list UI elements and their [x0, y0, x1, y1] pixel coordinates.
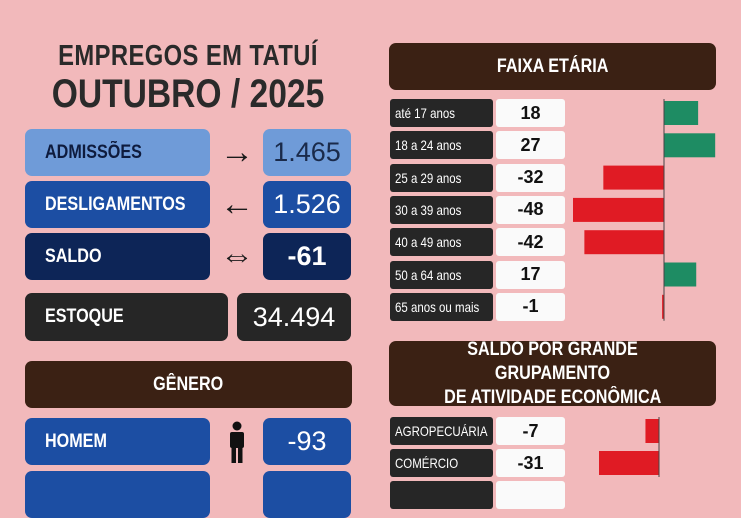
- man-icon: [230, 421, 244, 463]
- bar: [573, 197, 664, 222]
- category-label: AGROPECUÁRIA: [390, 417, 493, 445]
- estoque-value: 34.494: [237, 293, 351, 341]
- data-label: -42: [496, 228, 565, 257]
- bar: [645, 419, 659, 443]
- bar: [662, 294, 664, 319]
- bar: [584, 230, 664, 255]
- category-label: até 17 anos: [390, 99, 493, 127]
- genero-header: GÊNERO: [25, 361, 352, 408]
- faixa-etaria-bars: [573, 99, 716, 321]
- homem-value: -93: [263, 418, 351, 465]
- admissoes-value: 1.465: [263, 129, 351, 176]
- bar: [664, 133, 716, 158]
- desligamentos-value: 1.526: [263, 181, 351, 228]
- faixa-etaria-header: FAIXA ETÁRIA: [389, 43, 716, 90]
- data-label: 18: [496, 99, 565, 127]
- admissoes-label: ADMISSÕES: [25, 129, 210, 176]
- atividade-row-partial: [390, 481, 493, 509]
- data-label: 17: [496, 260, 565, 289]
- atividade-value-partial: [496, 481, 565, 509]
- data-label: -48: [496, 195, 565, 224]
- atividade-title-line1: SALDO POR GRANDE GRUPAMENTO: [467, 338, 638, 384]
- data-label: -7: [496, 417, 565, 445]
- atividade-header: SALDO POR GRANDE GRUPAMENTO DE ATIVIDADE…: [389, 338, 716, 408]
- category-label: 25 a 29 anos: [390, 163, 493, 192]
- category-label: 40 a 49 anos: [390, 228, 493, 257]
- arrow-right-icon: →: [220, 133, 254, 171]
- desligamentos-label: DESLIGAMENTOS: [25, 181, 210, 228]
- page-title-line2: OUTUBRO / 2025: [51, 72, 325, 116]
- data-label: -31: [496, 449, 565, 477]
- arrow-left-icon: ←: [220, 185, 254, 223]
- estoque-label: ESTOQUE: [25, 293, 228, 341]
- arrow-both-icon: ⇔: [220, 237, 254, 275]
- page-title-line1: EMPREGOS EM TATUÍ: [58, 40, 318, 72]
- homem-label: HOMEM: [25, 418, 210, 465]
- atividade-title-line2: DE ATIVIDADE ECONÔMICA: [443, 386, 662, 408]
- data-label: -32: [496, 163, 565, 192]
- category-label: 30 a 39 anos: [390, 195, 493, 224]
- bar: [603, 165, 664, 190]
- data-label: 27: [496, 131, 565, 160]
- category-label: 65 anos ou mais: [390, 292, 493, 321]
- saldo-value: -61: [263, 233, 351, 280]
- category-label: 18 a 24 anos: [390, 131, 493, 160]
- category-label: 50 a 64 anos: [390, 260, 493, 289]
- atividade-bars: [599, 417, 660, 477]
- bar: [664, 101, 699, 125]
- data-label: -1: [496, 292, 565, 321]
- bar: [599, 451, 659, 475]
- bar: [664, 262, 697, 287]
- saldo-label: SALDO: [25, 233, 210, 280]
- category-label: COMÉRCIO: [390, 449, 493, 477]
